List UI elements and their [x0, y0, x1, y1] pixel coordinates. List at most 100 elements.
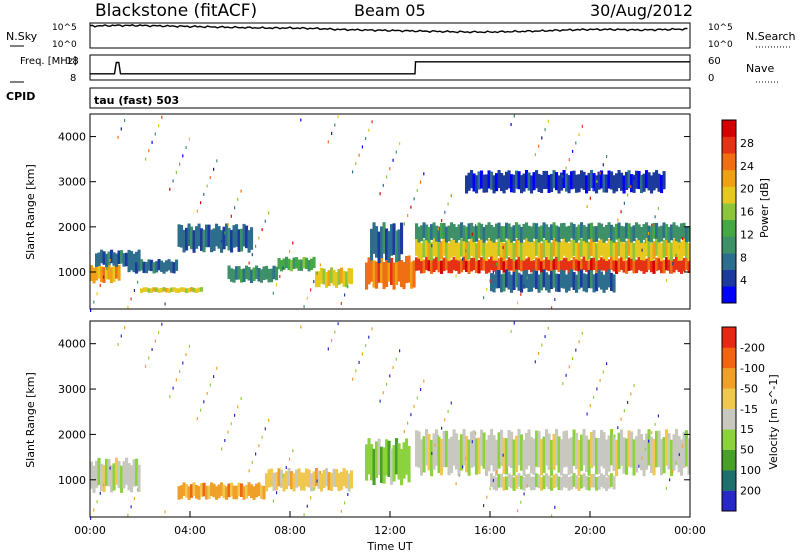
power-cell [515, 222, 519, 238]
power-cell [650, 258, 654, 273]
power-speckle [158, 124, 160, 128]
power-cell [97, 263, 101, 279]
velocity-cell [517, 429, 521, 466]
power-speckle [407, 214, 409, 217]
velocity-cell [685, 430, 689, 467]
power-cell [620, 225, 624, 242]
velocity-ytick-label: 4000 [58, 338, 86, 351]
power-cell [570, 222, 574, 239]
power-cell [650, 175, 654, 194]
power-speckle [279, 275, 281, 278]
power-cell [390, 224, 394, 256]
velocity-speckle [499, 462, 501, 466]
power-cell [625, 222, 629, 239]
velocity-cell [542, 475, 546, 490]
power-cell [335, 272, 339, 288]
power-speckle [361, 145, 363, 149]
power-cell [257, 268, 261, 282]
velocity-cell [280, 469, 284, 488]
velocity-cell [600, 473, 604, 487]
power-cell [530, 273, 534, 292]
power-cell [432, 222, 436, 239]
velocity-cell [615, 439, 619, 477]
velocity-cell [185, 484, 189, 498]
power-cell [602, 241, 606, 260]
velocity-cell [575, 432, 579, 470]
noise-right-tick-top: 10^5 [708, 23, 733, 33]
power-cell [642, 224, 646, 240]
power-speckle [562, 174, 564, 178]
power-speckle [379, 192, 381, 196]
power-cell [645, 170, 649, 189]
power-cell [95, 264, 99, 281]
velocity-cell [600, 429, 604, 467]
velocity-speckle [602, 370, 604, 374]
power-cell [547, 174, 551, 193]
velocity-speckle [361, 352, 363, 356]
power-cell [225, 223, 229, 247]
power-cell [560, 241, 564, 260]
power-cell [602, 226, 606, 243]
power-cell [462, 225, 466, 242]
velocity-cell [135, 458, 139, 486]
velocity-cell [575, 475, 579, 489]
power-cell [610, 256, 614, 270]
velocity-speckle [337, 322, 339, 326]
velocity-cell [127, 463, 131, 491]
power-cell [517, 224, 521, 241]
power-cell [507, 223, 511, 240]
power-cell [467, 172, 471, 191]
power-cell [182, 287, 186, 292]
power-cell [462, 238, 466, 257]
velocity-cell [102, 464, 106, 493]
velocity-cell [345, 470, 349, 489]
power-cell [582, 238, 586, 257]
power-cell [442, 257, 446, 272]
velocity-cell [100, 463, 104, 491]
power-cell [197, 223, 201, 247]
power-cell [242, 268, 246, 282]
power-speckle [355, 162, 357, 166]
power-cell [675, 225, 679, 242]
power-cell [507, 257, 511, 271]
power-cell [387, 231, 391, 263]
power-cell [540, 243, 544, 262]
power-cell [582, 273, 586, 292]
velocity-cell [310, 473, 314, 492]
power-speckle [437, 227, 439, 231]
power-cell [495, 260, 499, 274]
velocity-speckle [386, 382, 388, 386]
velocity-cell [337, 473, 341, 492]
power-cell [405, 256, 409, 284]
power-speckle [538, 144, 540, 148]
velocity-speckle [395, 357, 397, 361]
power-cell [472, 226, 476, 243]
power-cell [625, 171, 629, 190]
power-cell [592, 173, 596, 192]
power-cell [385, 260, 389, 288]
velocity-cell [550, 439, 554, 477]
power-cell [682, 222, 686, 239]
power-cell [660, 259, 664, 274]
power-cell [590, 258, 594, 272]
velocity-cell [675, 429, 679, 466]
power-speckle [93, 300, 95, 304]
power-cell [625, 240, 629, 259]
velocity-speckle [682, 444, 684, 448]
power-speckle [434, 235, 436, 239]
velocity-cell [555, 429, 559, 466]
velocity-cell [537, 431, 541, 468]
power-cell [525, 238, 529, 257]
velocity-cell [322, 470, 326, 489]
velocity-speckle [358, 360, 360, 364]
velocity-cell [587, 439, 591, 476]
power-cell [192, 230, 196, 253]
velocity-cell [682, 431, 686, 468]
power-cell [587, 260, 591, 274]
power-cell [135, 251, 139, 266]
velocity-cell [530, 476, 534, 491]
power-cell [575, 257, 579, 271]
power-cell [655, 170, 659, 189]
power-cell [142, 261, 146, 273]
velocity-cell [520, 475, 524, 490]
